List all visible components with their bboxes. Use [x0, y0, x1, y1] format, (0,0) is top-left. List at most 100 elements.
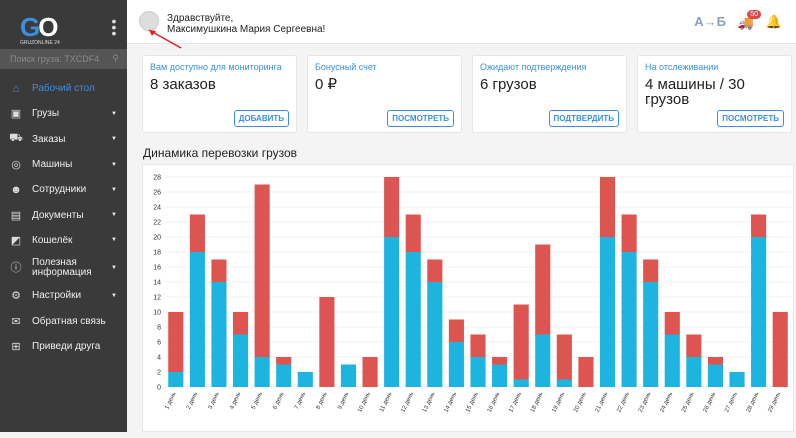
bar-segment — [643, 282, 659, 387]
annotation-arrow — [148, 29, 182, 49]
greeting: Здравствуйте, Максимушкина Мария Сергеевн… — [167, 13, 326, 35]
logo[interactable]: GO GRUZONLINE 24 — [20, 12, 60, 46]
bar-segment — [168, 372, 184, 387]
bar-segment — [535, 244, 551, 335]
caret-down-icon: ▼ — [111, 265, 117, 272]
sidebar-item-3[interactable]: ◎ Машины ▼ — [0, 152, 127, 177]
x-tick-label: 10 день — [357, 391, 372, 413]
y-tick-label: 16 — [153, 265, 161, 272]
x-tick-label: 29 день — [767, 391, 782, 413]
search-icon[interactable]: ⚲ — [112, 53, 119, 63]
card-button[interactable]: ДОБАВИТЬ — [233, 110, 289, 127]
x-tick-label: 12 день — [400, 391, 415, 413]
card-value: 0 ₽ — [315, 76, 338, 93]
card-button[interactable]: ПОДТВЕРДИТЬ — [548, 110, 619, 127]
route-button[interactable]: А→Б — [694, 14, 726, 29]
more-menu-icon[interactable]: • • • — [111, 13, 117, 41]
sidebar-item-label: Сотрудники — [32, 184, 87, 196]
bar-segment — [211, 259, 227, 282]
card-button[interactable]: ПОСМОТРЕТЬ — [717, 110, 784, 127]
x-tick-label: 27 день — [724, 391, 739, 413]
caret-down-icon: ▼ — [111, 136, 117, 143]
sidebar-item-5[interactable]: ▤ Документы ▼ — [0, 202, 127, 227]
caret-down-icon: ▼ — [111, 110, 117, 117]
x-tick-label: 4 день — [229, 391, 242, 410]
card-title: Ожидают подтверждения — [480, 62, 587, 72]
gift-icon: ⊞ — [11, 340, 21, 353]
bar-segment — [513, 379, 529, 387]
bar-segment — [427, 259, 443, 282]
bar-segment — [319, 297, 335, 387]
caret-down-icon: ▼ — [111, 186, 117, 193]
bar-segment — [405, 214, 421, 252]
chart-panel: 0 2 4 6 8 10 12 14 16 18 20 22 24 26 28 1 день 2 день 3 д… — [142, 164, 794, 432]
sidebar-item-4[interactable]: ☻ Сотрудники ▼ — [0, 177, 127, 202]
sidebar-item-label: Машины — [32, 159, 73, 171]
x-tick-label: 7 день — [294, 391, 307, 410]
y-tick-label: 8 — [157, 325, 161, 332]
bar-segment — [643, 259, 659, 282]
sidebar-item-9[interactable]: ✉ Обратная связь — [0, 308, 127, 333]
bar-segment — [492, 357, 508, 365]
y-tick-label: 18 — [153, 250, 161, 257]
bar-segment — [578, 357, 594, 387]
bar-segment — [707, 364, 724, 387]
x-tick-label: 16 день — [487, 391, 502, 413]
bar-segment — [470, 334, 486, 357]
search-input[interactable]: Поиск груза: TXCDF4 ⚲ — [0, 49, 127, 69]
info-icon: ⓘ — [10, 262, 22, 275]
card-button[interactable]: ПОСМОТРЕТЬ — [387, 110, 454, 127]
y-tick-label: 26 — [153, 190, 161, 197]
card-title: На отслеживании — [645, 62, 719, 72]
bar-segment — [599, 177, 616, 237]
bar-segment — [470, 357, 486, 387]
card-title: Вам доступно для мониторинга — [150, 62, 282, 72]
x-tick-label: 20 день — [573, 391, 588, 413]
sidebar-item-6[interactable]: ◩ Кошелёк ▼ — [0, 228, 127, 253]
y-tick-label: 20 — [153, 235, 161, 242]
x-tick-label: 14 день — [444, 391, 459, 413]
bar-segment — [297, 372, 313, 387]
bar-segment — [772, 312, 788, 387]
users-icon: ☻ — [10, 183, 22, 196]
bell-icon[interactable]: 🔔 — [765, 14, 782, 29]
x-tick-label: 9 день — [337, 391, 350, 410]
bar-segment — [384, 177, 400, 237]
x-tick-label: 11 день — [379, 391, 393, 413]
wallet-icon: ◩ — [10, 234, 22, 247]
gear-icon: ⚙ — [11, 290, 21, 303]
bar-segment — [276, 364, 292, 387]
sidebar-item-10[interactable]: ⊞ Приведи друга — [0, 334, 127, 359]
sidebar-item-0[interactable]: ⌂ Рабочий стол — [0, 76, 127, 101]
bar-segment — [621, 214, 637, 252]
bar-segment — [384, 237, 400, 387]
x-tick-label: 25 день — [681, 391, 696, 413]
sidebar-item-1[interactable]: ▣ Грузы ▼ — [0, 101, 127, 126]
cargo-icon: ▣ — [10, 108, 22, 121]
stat-card: На отслеживании 4 машины / 30 грузов ПОСМО… — [637, 55, 792, 133]
x-tick-label: 6 день — [272, 391, 285, 410]
sidebar-item-2[interactable]: ⛟ Заказы ▼ — [0, 127, 127, 152]
sidebar: GO GRUZONLINE 24 • • • Поиск груза: TXCDF4 ⚲… — [0, 0, 127, 432]
sidebar-item-8[interactable]: ⚙ Настройки ▼ — [0, 283, 127, 308]
sidebar-item-7[interactable]: ⓘ Полезная информация ▼ — [0, 253, 127, 283]
caret-down-icon: ▼ — [111, 212, 117, 219]
stat-card: Бонусный счет 0 ₽ ПОСМОТРЕТЬ — [307, 55, 462, 133]
x-tick-label: 15 день — [465, 391, 480, 413]
y-tick-label: 22 — [153, 220, 161, 227]
stat-card: Ожидают подтверждения 6 грузов ПОДТВЕРДИТЬ — [472, 55, 627, 133]
x-tick-label: 5 день — [251, 391, 264, 410]
bar-segment — [362, 357, 378, 387]
sidebar-item-label: Рабочий стол — [32, 83, 95, 95]
card-value: 6 грузов — [480, 76, 537, 93]
card-title: Бонусный счет — [315, 62, 377, 72]
bar-segment — [211, 282, 227, 387]
feedback-icon: ✉ — [11, 315, 21, 328]
card-value: 8 заказов — [150, 76, 216, 93]
sidebar-item-label: Заказы — [32, 133, 66, 145]
y-tick-label: 14 — [153, 280, 161, 287]
bar-segment — [189, 252, 205, 387]
sidebar-item-label: Приведи друга — [32, 340, 101, 352]
bar-segment — [340, 364, 357, 387]
